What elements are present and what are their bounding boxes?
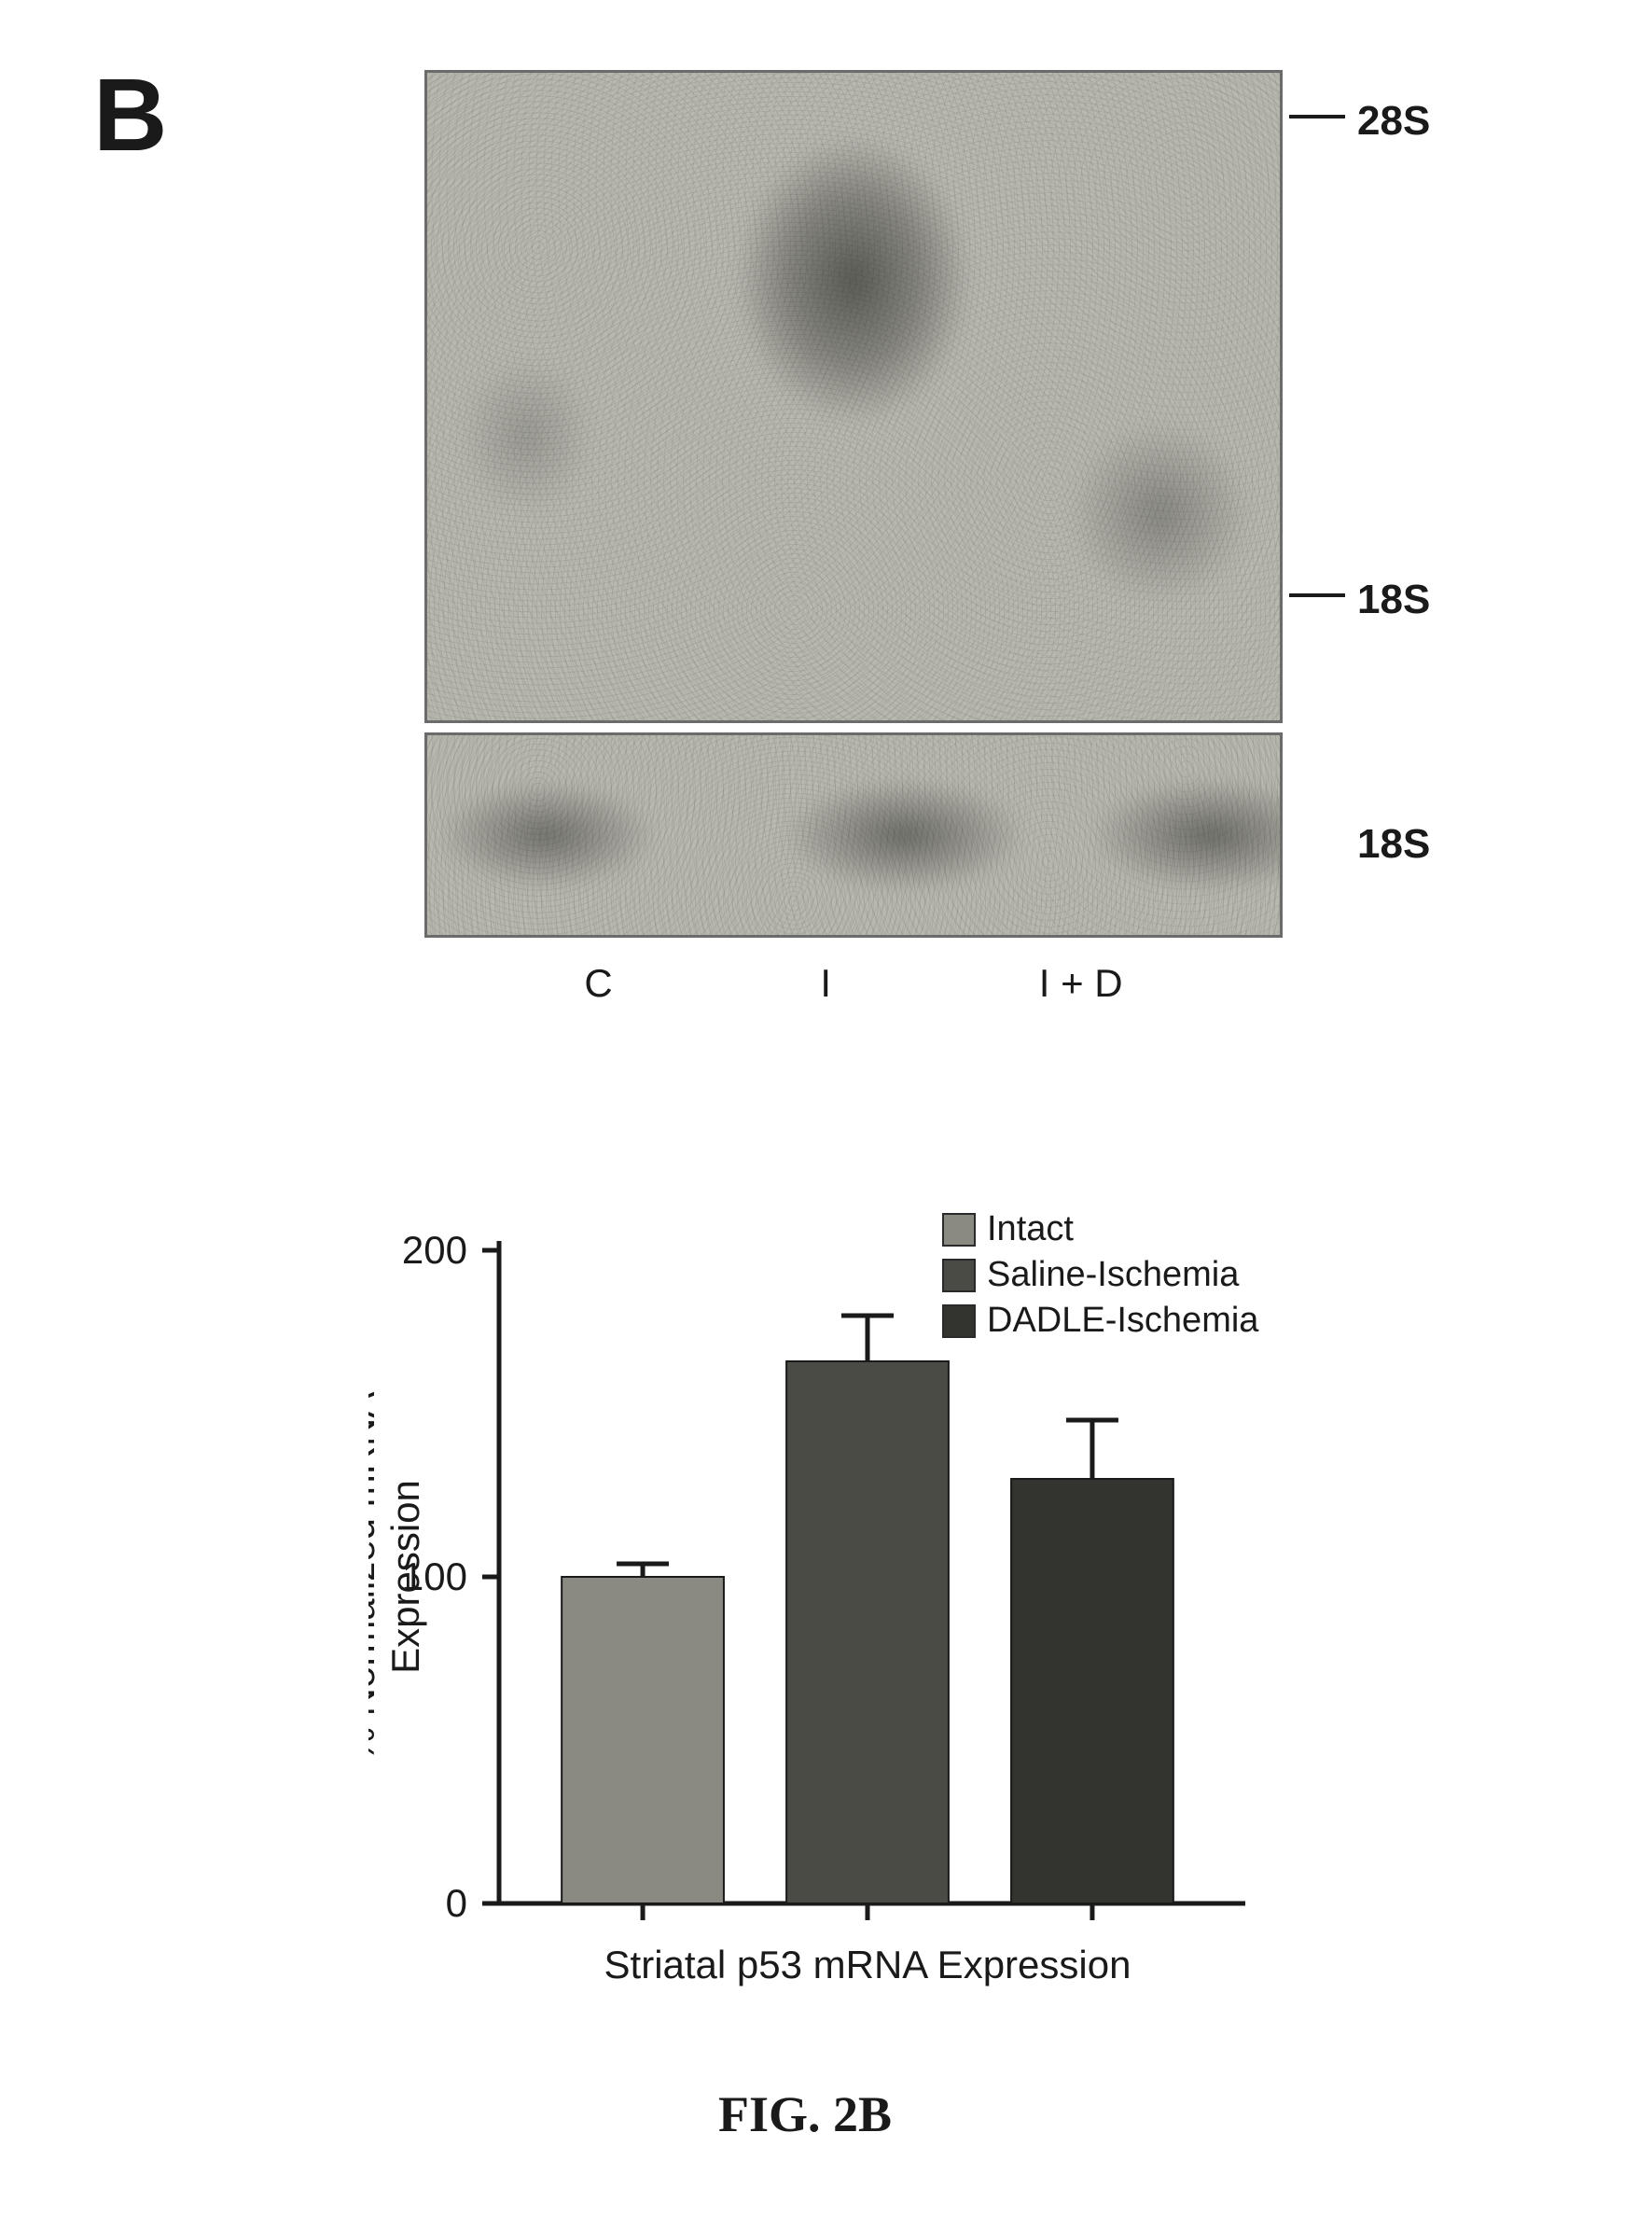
lane-label: I + D [1039, 961, 1123, 1006]
bar-chart-svg: 0100200% Normalized mRNAExpressionStriat… [368, 1222, 1469, 2090]
bar [562, 1577, 724, 1903]
x-axis-label: Striatal p53 mRNA Expression [604, 1943, 1131, 1986]
bar-chart: 0100200% Normalized mRNAExpressionStriat… [368, 1222, 1469, 2095]
marker-label: 18S [1357, 577, 1430, 623]
legend-label: DADLE-Ischemia [987, 1301, 1258, 1341]
marker-label: 18S [1357, 821, 1430, 868]
northern-blot-lower [424, 732, 1283, 938]
northern-blot-upper [424, 70, 1283, 723]
y-axis-label: % Normalized mRNAExpression [368, 1392, 427, 1763]
figure-caption: FIG. 2B [718, 2085, 892, 2143]
chart-legend: Intact Saline-Ischemia DADLE-Ischemia [942, 1209, 1258, 1341]
bar [1011, 1479, 1173, 1903]
lane-label: C [584, 961, 612, 1006]
legend-item: DADLE-Ischemia [942, 1301, 1258, 1341]
blot-container [424, 70, 1283, 938]
legend-item: Intact [942, 1209, 1258, 1249]
legend-label: Saline-Ischemia [987, 1255, 1239, 1295]
marker-label: 28S [1357, 98, 1430, 145]
y-tick-label: 200 [402, 1228, 467, 1272]
legend-item: Saline-Ischemia [942, 1255, 1258, 1295]
legend-swatch [942, 1304, 976, 1338]
bar [786, 1361, 949, 1903]
marker-tick [1289, 593, 1345, 597]
lane-labels: C I I + D [480, 961, 1227, 1006]
panel-label: B [93, 56, 167, 174]
legend-swatch [942, 1213, 976, 1247]
legend-swatch [942, 1259, 976, 1292]
legend-label: Intact [987, 1209, 1074, 1249]
marker-tick [1289, 115, 1345, 118]
lane-label: I [820, 961, 831, 1006]
blot-grain [427, 73, 1280, 720]
y-tick-label: 0 [446, 1881, 467, 1925]
blot-grain [427, 735, 1280, 935]
